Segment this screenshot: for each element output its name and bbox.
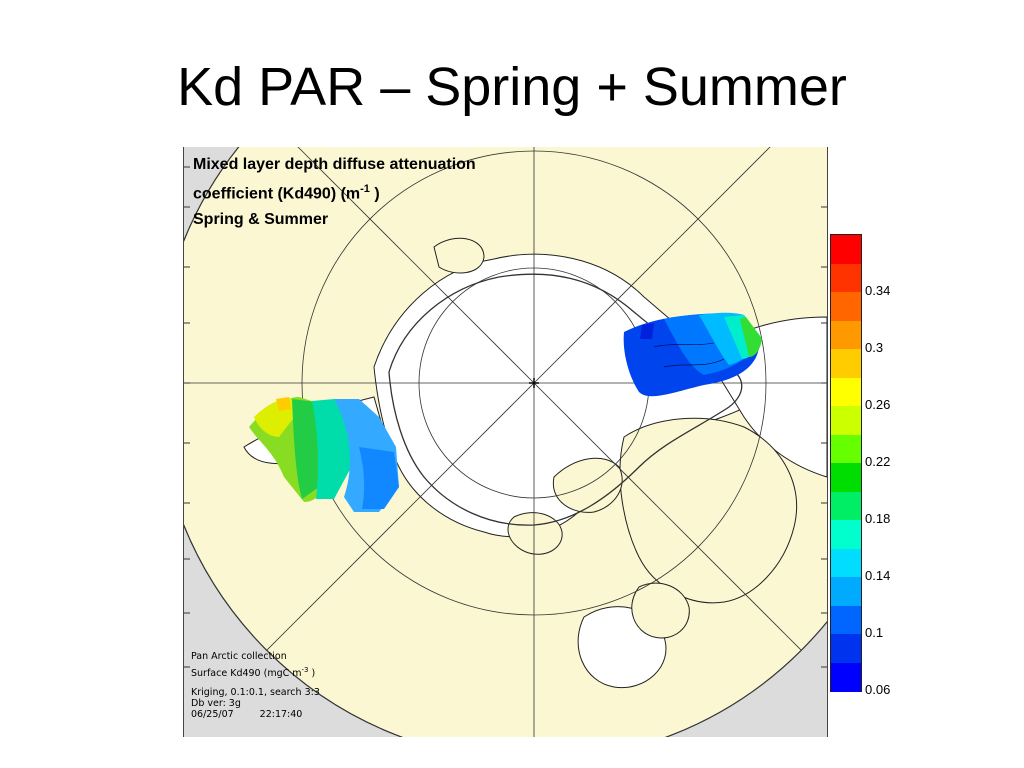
footnote-line2: Surface Kd490 (mgC m-3 ) bbox=[191, 666, 315, 680]
ellesmere-island bbox=[552, 457, 623, 513]
data-patch-barents bbox=[623, 312, 762, 397]
map-frame bbox=[183, 147, 828, 737]
map-title-line2-sup: -1 bbox=[360, 183, 370, 195]
colorbar-segment bbox=[831, 235, 861, 264]
colorbar bbox=[830, 234, 862, 692]
footnote-date: 06/25/07 bbox=[191, 709, 234, 720]
colorbar-segment bbox=[831, 634, 861, 663]
footnote-line5: 06/25/07 22:17:40 bbox=[191, 709, 303, 721]
colorbar-tick-label: 0.3 bbox=[865, 340, 884, 355]
data-patch-chukchi bbox=[249, 397, 399, 512]
baffin-island bbox=[631, 582, 690, 639]
slide-title: Kd PAR – Spring + Summer bbox=[177, 57, 847, 117]
map-title-line2: coefficient (Kd490) (m-1 ) bbox=[193, 183, 380, 203]
footnote-line2-prefix: Surface Kd490 (mgC m bbox=[191, 668, 302, 680]
frame-ticks bbox=[184, 166, 827, 668]
north-pole-marker bbox=[529, 378, 539, 388]
colorbar-segment bbox=[831, 377, 861, 407]
colorbar-segment bbox=[831, 349, 861, 378]
footnote-line1: Pan Arctic collection bbox=[191, 651, 287, 662]
map-title-line3: Spring & Summer bbox=[193, 211, 329, 228]
footnote-line2-sup: -3 bbox=[301, 666, 309, 674]
colorbar-segment bbox=[831, 520, 861, 549]
colorbar-segment bbox=[831, 491, 861, 521]
colorbar-segment bbox=[831, 320, 861, 350]
colorbar-segment bbox=[831, 434, 861, 464]
colorbar-segment bbox=[831, 548, 861, 578]
greenland bbox=[619, 417, 798, 604]
map-title-line2-suffix: ) bbox=[369, 185, 380, 203]
arctic-map bbox=[184, 147, 827, 737]
colorbar-segment bbox=[831, 463, 861, 492]
shelf-contour bbox=[388, 273, 743, 526]
footnote-line4: Db ver: 3g bbox=[191, 698, 241, 709]
colorbar-tick-label: 0.22 bbox=[865, 454, 891, 469]
map-title-line1: Mixed layer depth diffuse attenuation bbox=[193, 156, 476, 173]
colorbar-tick-label: 0.18 bbox=[865, 511, 891, 526]
novaya-zemlya bbox=[433, 237, 485, 274]
colorbar-tick-label: 0.14 bbox=[865, 568, 891, 583]
colorbar-segment bbox=[831, 605, 861, 635]
colorbar-segment bbox=[831, 406, 861, 435]
colorbar-segment bbox=[831, 292, 861, 321]
colorbar-segment bbox=[831, 662, 861, 692]
colorbar-tick-label: 0.34 bbox=[865, 283, 891, 298]
footnote-line3: Kriging, 0.1:0.1, search 3:3 bbox=[191, 687, 320, 698]
colorbar-tick-label: 0.06 bbox=[865, 682, 891, 697]
colorbar-segment bbox=[831, 263, 861, 293]
map-title-line2-prefix: coefficient (Kd490) (m bbox=[193, 185, 361, 203]
colorbar-tick-label: 0.1 bbox=[865, 625, 884, 640]
colorbar-segment bbox=[831, 577, 861, 606]
colorbar-tick-label: 0.26 bbox=[865, 397, 891, 412]
footnote-line2-suffix: ) bbox=[308, 668, 316, 680]
footnote-time: 22:17:40 bbox=[259, 709, 303, 720]
